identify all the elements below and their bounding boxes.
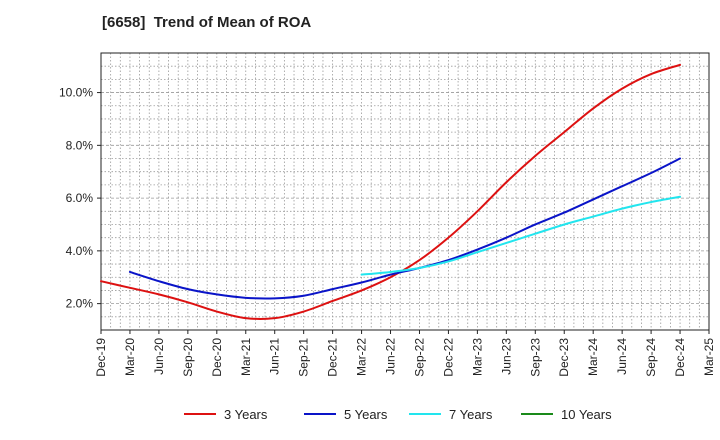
x-tick-label: Jun-23: [499, 338, 513, 375]
series-line-7-years: [360, 195, 682, 276]
x-tick-label: Dec-23: [557, 338, 571, 377]
legend-label: 3 Years: [224, 407, 268, 422]
x-tick-label: Mar-20: [123, 338, 137, 376]
y-tick-label: 4.0%: [66, 244, 94, 258]
x-tick-label: Jun-24: [615, 338, 629, 375]
y-tick-label: 10.0%: [59, 86, 93, 100]
legend-label: 10 Years: [561, 407, 612, 422]
x-axis-ticks: Dec-19 Mar-20 Jun-20 Sep-20 Dec-20 Mar-21 Jun-…: [94, 330, 716, 377]
x-tick-label: Dec-24: [673, 338, 687, 377]
legend-label: 7 Years: [449, 407, 493, 422]
x-tick-label: Mar-23: [470, 338, 484, 376]
x-tick-label: Sep-23: [528, 338, 542, 377]
y-tick-label: 6.0%: [66, 191, 94, 205]
x-tick-label: Sep-24: [644, 338, 658, 377]
y-tick-label: 2.0%: [66, 297, 94, 311]
x-tick-label: Mar-22: [355, 338, 369, 376]
x-tick-label: Sep-20: [181, 338, 195, 377]
x-tick-label: Dec-22: [441, 338, 455, 377]
x-tick-label: Dec-19: [94, 338, 108, 377]
grid-layer: [101, 53, 709, 330]
x-tick-label: Mar-21: [239, 338, 253, 376]
x-tick-label: Mar-24: [586, 338, 600, 376]
x-tick-label: Mar-25: [702, 338, 716, 376]
x-tick-label: Sep-21: [297, 338, 311, 377]
series-line-3-years: [100, 63, 682, 320]
x-tick-label: Jun-21: [268, 338, 282, 375]
series-layer: [100, 63, 682, 320]
y-tick-label: 8.0%: [66, 138, 94, 152]
x-tick-label: Sep-22: [412, 338, 426, 377]
legend: 3 Years 5 Years 7 Years 10 Years: [184, 407, 612, 422]
x-tick-label: Dec-21: [326, 338, 340, 377]
legend-label: 5 Years: [344, 407, 388, 422]
series-line-5-years: [128, 157, 682, 300]
x-tick-label: Dec-20: [210, 338, 224, 377]
x-tick-label: Jun-22: [384, 338, 398, 375]
plot-area: [100, 52, 710, 331]
x-tick-label: Jun-20: [152, 338, 166, 375]
y-axis-ticks: 2.0% 4.0% 6.0% 8.0% 10.0%: [59, 86, 101, 311]
chart-title: [6658] Trend of Mean of ROA: [102, 14, 312, 31]
